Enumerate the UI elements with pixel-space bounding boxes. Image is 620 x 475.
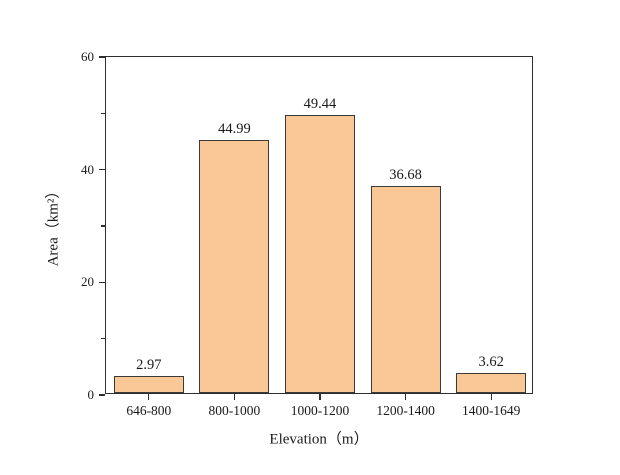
x-axis-tick-label: 1400-1649 (461, 403, 521, 418)
x-axis-tick-label: 800-1000 (208, 403, 261, 418)
y-axis-major-tick (98, 281, 105, 283)
y-axis-minor-tick (101, 338, 105, 340)
bar (285, 114, 355, 393)
x-axis-title: Elevation（m） (269, 431, 369, 448)
y-axis-tick-label: 20 (81, 274, 94, 290)
bar-value-label: 49.44 (303, 95, 337, 112)
x-axis-tick-label: 1200-1400 (376, 403, 435, 418)
y-axis-major-tick (98, 394, 105, 396)
y-axis-minor-tick (101, 112, 105, 114)
y-axis-tick-label: 0 (87, 387, 95, 402)
bar (370, 186, 441, 393)
bar-value-label: 3.62 (478, 353, 504, 370)
x-axis-tick-label: 646-800 (126, 403, 172, 418)
y-axis-minor-tick (101, 225, 105, 227)
bar (199, 139, 270, 393)
x-axis-tick (404, 394, 407, 401)
x-axis-tick (148, 394, 150, 401)
bar-value-label: 2.97 (136, 357, 162, 374)
y-axis-tick-label: 60 (81, 49, 94, 64)
x-axis-tick (490, 394, 492, 401)
y-axis-tick-label: 40 (81, 161, 94, 177)
bar (113, 376, 184, 393)
y-axis-title: Area（km²） (45, 183, 62, 267)
x-axis-tick-label: 1000-1200 (290, 403, 350, 418)
y-axis-major-tick (98, 169, 105, 171)
plot-area: 0 20 40 60 2.97 646-800 44.99 800-1000 49.44 1000… (81, 49, 533, 418)
bar-value-label: 44.99 (218, 120, 251, 137)
y-axis-major-tick (98, 56, 105, 58)
bar (456, 372, 527, 393)
bar-value-label: 36.68 (389, 167, 422, 184)
x-axis-tick (233, 394, 236, 401)
x-axis-tick (319, 394, 321, 401)
